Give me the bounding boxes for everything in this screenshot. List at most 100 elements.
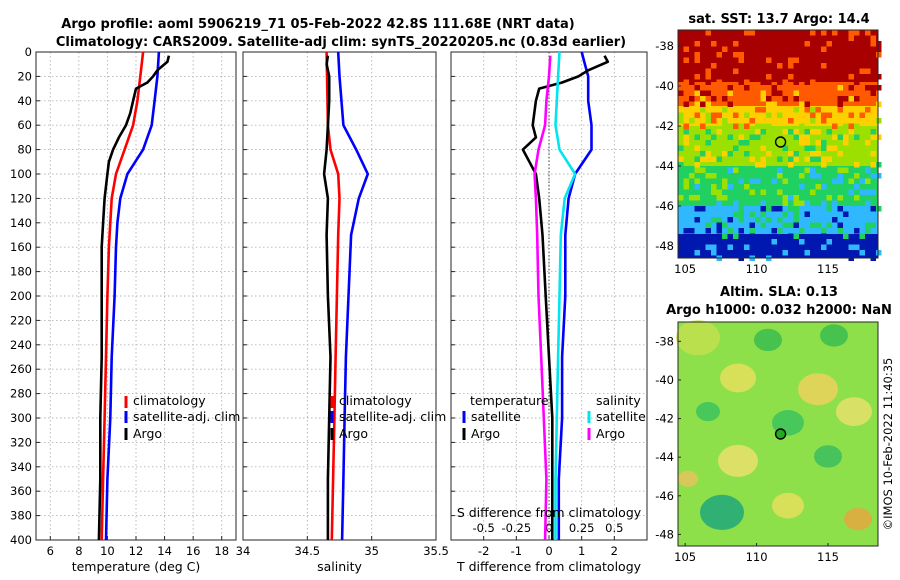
- sst-cell: [694, 52, 700, 58]
- sst-cell: [854, 195, 860, 201]
- sst-cell: [793, 211, 799, 217]
- sst-cell: [804, 134, 810, 140]
- sst-cell: [722, 151, 728, 157]
- sst-cell: [678, 90, 684, 96]
- sst-cell: [837, 151, 843, 157]
- legend-climatology: climatology: [133, 393, 206, 408]
- sst-cell: [760, 123, 766, 129]
- s-tick-label: 0.5: [605, 521, 623, 535]
- sst-cell: [694, 156, 700, 162]
- sst-cell: [694, 195, 700, 201]
- sst-cell: [782, 178, 788, 184]
- sst-cell: [815, 129, 821, 135]
- sla-map: 105 110 115 -38 -40 -42 -44 -46 -48: [655, 320, 879, 564]
- sst-cell: [782, 41, 788, 47]
- sst-cell: [694, 101, 700, 107]
- sst-cell: [760, 107, 766, 113]
- sst-cell: [826, 145, 832, 151]
- sst-cell: [766, 96, 772, 102]
- sst-cell: [777, 206, 783, 212]
- sst-cell: [689, 195, 695, 201]
- sst-cell: [683, 35, 689, 41]
- sst-cell: [760, 96, 766, 102]
- sst-cell: [865, 222, 871, 228]
- sst-cell: [810, 222, 816, 228]
- sst-cell: [705, 68, 711, 74]
- sst-cell: [689, 228, 695, 234]
- x-tick-label: 1: [578, 544, 585, 558]
- sla-anomaly: [844, 507, 872, 531]
- x-axis-label: temperature (deg C): [72, 559, 201, 574]
- x-tick-label: -2: [478, 544, 489, 558]
- sst-cell: [711, 41, 717, 47]
- sst-cell: [804, 101, 810, 107]
- sst-cell: [727, 151, 733, 157]
- sst-cell: [755, 57, 761, 63]
- sst-cell: [744, 30, 750, 36]
- sst-cell: [716, 52, 722, 58]
- sst-cell: [760, 156, 766, 162]
- sla-anomaly: [820, 324, 848, 347]
- sst-cell: [683, 140, 689, 146]
- sst-cell: [766, 112, 772, 118]
- sst-cell: [711, 244, 717, 250]
- sst-cell: [782, 96, 788, 102]
- sst-cell: [683, 123, 689, 129]
- sst-cell: [727, 244, 733, 250]
- sst-cell: [870, 173, 876, 179]
- sst-cell: [815, 222, 821, 228]
- sst-cell: [837, 173, 843, 179]
- sst-cell: [749, 211, 755, 217]
- sst-cell: [810, 107, 816, 113]
- sst-cell: [876, 250, 882, 256]
- sst-cell: [865, 41, 871, 47]
- y-tick-label: 200: [10, 289, 32, 303]
- sst-cell: [810, 118, 816, 124]
- sst-cell: [799, 200, 805, 206]
- s-tick-label: 0.25: [569, 521, 595, 535]
- sst-cell: [821, 46, 827, 52]
- sst-cell: [700, 156, 706, 162]
- sst-cell: [694, 167, 700, 173]
- sst-cell: [870, 151, 876, 157]
- sst-cell: [777, 90, 783, 96]
- sst-cell: [722, 222, 728, 228]
- sst-cell: [793, 57, 799, 63]
- y-tick-label: 100: [10, 167, 32, 181]
- sst-cell: [793, 107, 799, 113]
- sst-cell: [678, 112, 684, 118]
- sst-cell: [799, 228, 805, 234]
- sla-anomaly: [720, 363, 756, 393]
- sst-cell: [678, 156, 684, 162]
- sst-cell: [755, 123, 761, 129]
- sst-cell: [810, 250, 816, 256]
- sst-cell: [843, 140, 849, 146]
- sst-cell: [738, 217, 744, 223]
- sst-cell: [854, 173, 860, 179]
- sst-cell: [799, 123, 805, 129]
- sst-map: 105 110 115 -38 -40 -42 -44 -46 -48: [655, 29, 882, 276]
- sst-cell: [859, 63, 865, 69]
- sst-cell: [837, 228, 843, 234]
- sst-cell: [738, 134, 744, 140]
- sst-cell: [738, 211, 744, 217]
- series-t-satellite: [557, 51, 593, 540]
- sst-cell: [782, 211, 788, 217]
- sst-cell: [865, 200, 871, 206]
- sst-cell: [876, 41, 882, 47]
- sst-cell: [876, 134, 882, 140]
- sst-cell: [854, 30, 860, 36]
- sst-cell: [848, 178, 854, 184]
- sst-cell: [738, 79, 744, 85]
- sst-cell: [848, 244, 854, 250]
- sst-cell: [848, 112, 854, 118]
- sst-cell: [705, 90, 711, 96]
- sst-cell: [804, 156, 810, 162]
- x-tick-label: 34: [236, 544, 251, 558]
- sst-cell: [766, 101, 772, 107]
- sst-cell: [810, 145, 816, 151]
- sst-cell: [848, 129, 854, 135]
- sst-cell: [705, 244, 711, 250]
- sst-cell: [716, 129, 722, 135]
